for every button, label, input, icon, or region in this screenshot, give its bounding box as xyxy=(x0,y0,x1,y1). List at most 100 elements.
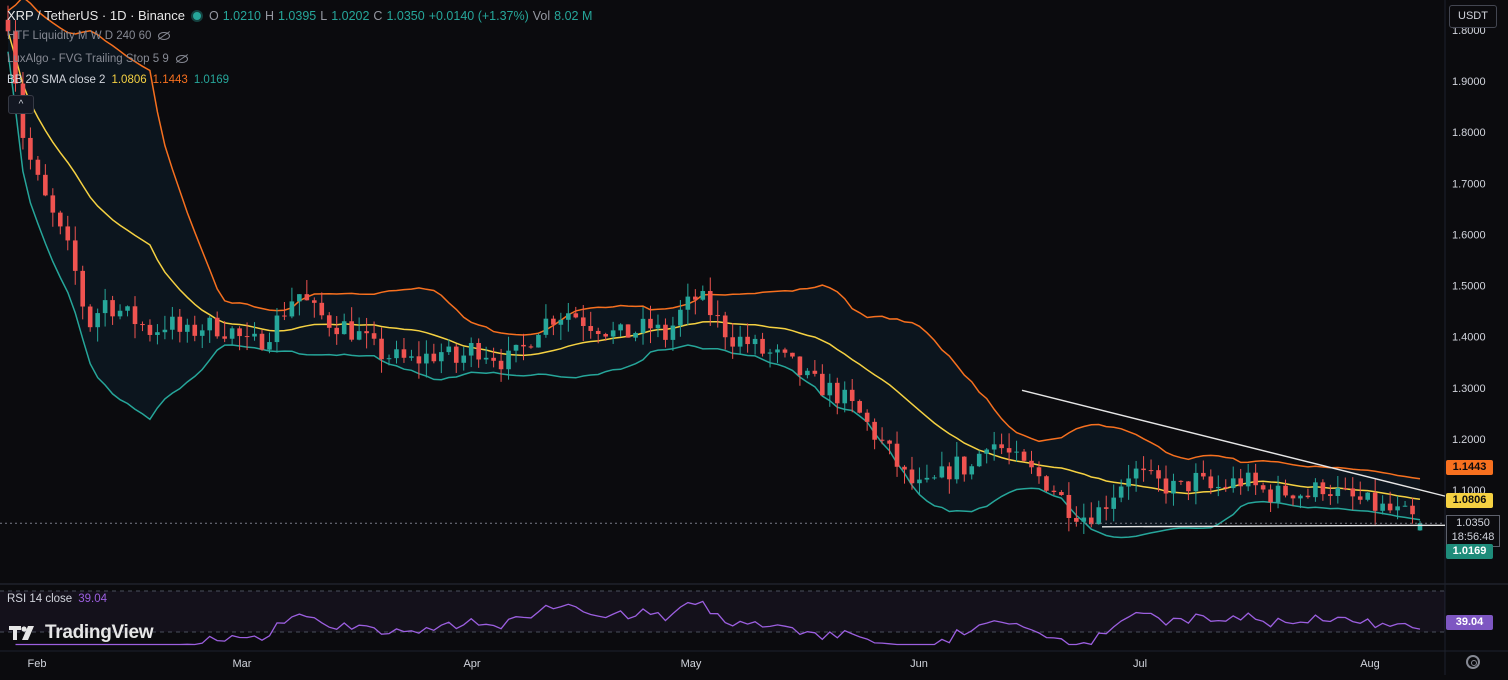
candle-body xyxy=(1208,476,1214,489)
candle-body xyxy=(872,421,877,440)
candle-body xyxy=(237,328,242,337)
candle-body xyxy=(1118,486,1124,498)
candle-body xyxy=(1245,472,1251,487)
candle-body xyxy=(678,309,683,326)
symbol-title[interactable]: XRP / TetherUS · 1D · Binance xyxy=(7,8,185,23)
volume-label: Vol xyxy=(532,8,551,23)
candle-body xyxy=(1305,495,1311,498)
candle-body xyxy=(730,337,735,347)
candle-body xyxy=(117,310,123,317)
candle-body xyxy=(491,357,496,361)
indicator-htf-label: HTF Liquidity M W D 240 60 xyxy=(7,30,152,42)
candle-body xyxy=(640,318,646,333)
candle-body xyxy=(147,324,153,335)
candle-body xyxy=(1201,472,1206,477)
candle-body xyxy=(1111,497,1116,509)
candle-body xyxy=(1290,495,1296,499)
high-value: 1.0395 xyxy=(278,8,317,23)
candle-body xyxy=(797,356,803,376)
current-price: 1.0350 xyxy=(1456,517,1490,529)
candle-body xyxy=(745,336,750,345)
bb-lower-price-tag: 1.0169 xyxy=(1446,544,1493,559)
candle-body xyxy=(1156,470,1161,479)
descending-trendline xyxy=(1021,389,1446,497)
candle-body xyxy=(1380,503,1385,511)
candle-body xyxy=(222,336,227,339)
rsi-value: 39.04 xyxy=(78,593,107,605)
candle-body xyxy=(752,338,758,345)
candle-body xyxy=(334,327,340,335)
candle-body xyxy=(1014,451,1019,453)
candle-body xyxy=(954,456,960,480)
candle-body xyxy=(580,317,586,327)
candle-body xyxy=(693,296,698,300)
candle-body xyxy=(341,321,347,335)
candle-body xyxy=(409,356,414,358)
candle-body xyxy=(192,324,198,336)
time-axis-label: May xyxy=(681,658,702,670)
candle-body xyxy=(685,296,691,310)
hidden-eye-icon[interactable] xyxy=(157,31,171,41)
price-tick-label: 1.8000 xyxy=(1452,127,1486,139)
bar-countdown: 18:56:48 xyxy=(1451,531,1495,543)
candle-body xyxy=(125,306,130,311)
candle-body xyxy=(170,316,175,330)
candle-body xyxy=(625,324,631,338)
candle-body xyxy=(603,334,608,337)
gear-icon[interactable] xyxy=(1466,655,1480,669)
candle-body xyxy=(842,389,848,404)
candle-body xyxy=(536,334,541,348)
candle-body xyxy=(902,466,907,470)
candle-body xyxy=(663,324,668,340)
tradingview-logo[interactable]: TradingView xyxy=(9,622,154,644)
candle-body xyxy=(371,333,377,339)
candle-body xyxy=(1372,492,1378,511)
candle-body xyxy=(782,349,788,353)
candle-body xyxy=(700,291,706,300)
candle-body xyxy=(984,449,989,454)
candle-body xyxy=(326,315,332,328)
hidden-eye-icon[interactable] xyxy=(175,54,189,64)
candle-body xyxy=(72,240,78,271)
candle-body xyxy=(1141,468,1146,471)
indicator-bb[interactable]: BB 20 SMA close 2 1.0806 1.1443 1.0169 xyxy=(7,74,229,86)
indicator-rsi[interactable]: RSI 14 close 39.04 xyxy=(7,593,107,605)
bb-basis-price-tag: 1.0806 xyxy=(1446,493,1493,508)
time-axis-label: Aug xyxy=(1360,658,1380,670)
candle-body xyxy=(439,352,444,362)
candle-body xyxy=(999,444,1004,449)
candle-body xyxy=(543,318,549,335)
candle-body xyxy=(185,324,190,332)
candle-body xyxy=(1320,482,1326,495)
time-axis-label: Mar xyxy=(233,658,252,670)
candle-body xyxy=(50,195,56,213)
indicator-luxalgo[interactable]: LuxAlgo - FVG Trailing Stop 5 9 xyxy=(7,53,189,65)
low-label: L xyxy=(320,8,328,23)
candle-body xyxy=(401,349,407,358)
candle-body xyxy=(506,350,511,370)
brand-name: TradingView xyxy=(45,622,154,643)
price-tick-label: 1.4000 xyxy=(1452,332,1486,344)
currency-button[interactable]: USDT xyxy=(1449,5,1497,28)
collapse-legend-button[interactable]: ^ xyxy=(8,95,34,114)
candle-body xyxy=(1051,490,1057,493)
candle-body xyxy=(715,315,721,317)
candle-body xyxy=(1193,472,1199,492)
indicator-htf[interactable]: HTF Liquidity M W D 240 60 xyxy=(7,30,171,42)
candle-body xyxy=(13,31,18,84)
candle-body xyxy=(820,373,825,396)
candle-body xyxy=(1133,468,1139,479)
candle-body xyxy=(655,324,661,329)
candle-body xyxy=(446,346,452,353)
candle-body xyxy=(80,270,86,307)
candle-body xyxy=(1163,478,1169,494)
candle-body xyxy=(289,301,295,317)
candle-body xyxy=(1410,505,1415,515)
candle-body xyxy=(162,329,168,333)
candle-body xyxy=(790,352,795,357)
rsi-band-fill xyxy=(0,591,1445,632)
candle-body xyxy=(947,466,952,480)
